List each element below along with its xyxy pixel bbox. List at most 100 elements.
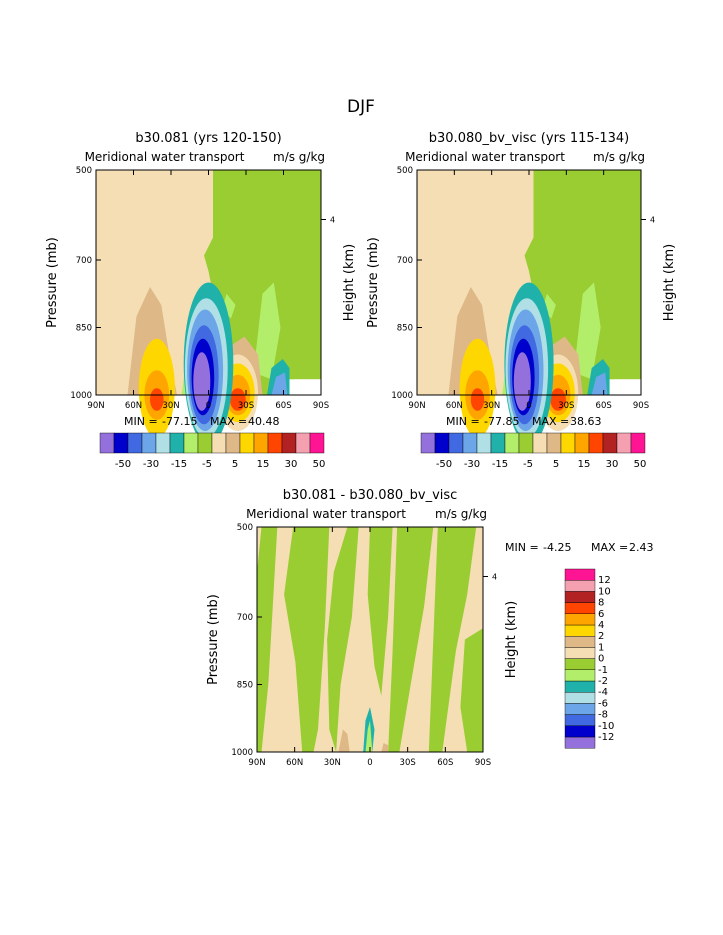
- colorbar-swatch: [211, 432, 227, 454]
- colorbar-swatch: [602, 432, 618, 454]
- x-tick-label: 0: [526, 401, 531, 411]
- panel-title: b30.081 (yrs 120-150): [135, 131, 281, 146]
- colorbar-swatch: [169, 432, 185, 454]
- max-label: MAX =: [532, 415, 569, 428]
- colorbar-swatch: [564, 680, 596, 693]
- colorbar-label: 0: [598, 654, 604, 665]
- colorbar-swatch: [504, 432, 520, 454]
- colorbar-label: 6: [598, 609, 604, 620]
- colorbar-label: -4: [598, 687, 608, 698]
- colorbar-label: -30: [464, 459, 480, 470]
- min-label: MIN =: [124, 415, 158, 428]
- colorbar-label: -6: [598, 698, 608, 709]
- y-axis-label: Pressure (mb): [45, 237, 60, 328]
- panel-2: b30.080_bv_visc (yrs 115-134) Meridional …: [366, 131, 677, 445]
- colorbar-label: 50: [634, 459, 647, 470]
- colorbar-swatch: [564, 658, 596, 670]
- colorbar-swatch: [253, 432, 269, 454]
- contour-band-green-30n: [327, 527, 359, 752]
- colorbar-label: 15: [578, 459, 591, 470]
- colorbar-swatch: [564, 591, 596, 603]
- colorbar-label: 4: [598, 620, 604, 631]
- panel-title: b30.081 - b30.080_bv_visc: [283, 488, 458, 503]
- colorbar-label: 50: [313, 459, 326, 470]
- colorbar-label: -15: [492, 459, 508, 470]
- page-title: DJF: [347, 97, 375, 117]
- x-tick-label: 60N: [446, 401, 463, 411]
- y-tick-label: 850: [237, 681, 253, 691]
- contour-band-green-15s: [388, 527, 434, 752]
- contour-field: [96, 170, 321, 445]
- colorbar-horizontal: -50 -30 -15 -5 5 15 30 50: [99, 432, 326, 470]
- colorbar-label: -8: [598, 710, 608, 721]
- contour-field: [257, 527, 483, 752]
- x-tick-label: 30S: [558, 401, 574, 411]
- y-tick-label: 1000: [391, 391, 413, 401]
- colorbar-swatch: [564, 624, 596, 637]
- contour-cell-purple-core: [193, 352, 211, 411]
- y-tick-label: 700: [76, 256, 92, 266]
- max-label: MAX =: [210, 415, 247, 428]
- x-tick-label: 0: [206, 401, 211, 411]
- colorbar-label: 5: [232, 459, 238, 470]
- colorbar-label: -15: [171, 459, 187, 470]
- panel-title: b30.080_bv_visc (yrs 115-134): [429, 131, 629, 146]
- colorbar-label: 12: [598, 575, 611, 586]
- contour-cell-tan-10s: [381, 743, 389, 752]
- panel-1: b30.081 (yrs 120-150) Meridional water tr…: [45, 131, 357, 445]
- colorbar-swatch: [127, 432, 143, 454]
- contour-field: [417, 170, 641, 445]
- colorbar-swatch: [564, 580, 596, 592]
- colorbar-swatch: [490, 432, 506, 454]
- x-tick-label: 90S: [475, 758, 491, 768]
- colorbar-swatch: [564, 669, 596, 682]
- contour-region-light-green-east: [573, 282, 601, 380]
- right-tick-label: 4: [330, 216, 335, 225]
- colorbar-swatch: [564, 692, 596, 704]
- colorbar-swatch: [616, 432, 632, 454]
- colorbar-swatch: [476, 432, 492, 454]
- right-tick-label: 4: [650, 216, 655, 225]
- colorbar-label: -30: [143, 459, 159, 470]
- colorbar-label: -5: [202, 459, 212, 470]
- contour-cell-purple-core: [513, 352, 531, 411]
- x-tick-label: 90N: [408, 401, 425, 411]
- max-value: 40.48: [248, 415, 280, 428]
- colorbar-swatch: [546, 432, 562, 454]
- colorbar-swatch: [420, 432, 436, 454]
- y-tick-label: 1000: [231, 748, 253, 758]
- missing-data-region: [609, 379, 641, 396]
- y-tick-label: 700: [237, 613, 253, 623]
- colorbar-swatch: [564, 725, 596, 738]
- colorbar-label: -50: [115, 459, 131, 470]
- colorbar-swatch: [588, 432, 604, 454]
- x-tick-label: 90S: [313, 401, 329, 411]
- y-tick-label: 850: [76, 324, 92, 334]
- x-tick-label: 90S: [633, 401, 649, 411]
- y-tick-label: 850: [397, 324, 413, 334]
- x-tick-label: 60S: [275, 401, 291, 411]
- colorbar-swatch: [183, 432, 199, 454]
- colorbar-swatch: [448, 432, 464, 454]
- contour-cell-lightblue-south: [591, 372, 608, 395]
- colorbar-swatch: [518, 432, 534, 454]
- missing-data-region: [289, 379, 321, 396]
- contour-cell-red-south: [550, 388, 566, 411]
- colorbar-label: -1: [598, 665, 608, 676]
- colorbar-swatch: [309, 432, 325, 454]
- colorbar-swatch: [225, 432, 241, 454]
- right-tick-label: 4: [492, 573, 497, 582]
- colorbar-swatch: [155, 432, 171, 454]
- panel-subtitle: Meridional water transport: [405, 150, 565, 164]
- colorbar-label: 5: [553, 459, 559, 470]
- x-tick-label: 60S: [437, 758, 453, 768]
- contour-band-green-west: [257, 527, 278, 752]
- y-tick-label: 1000: [70, 391, 92, 401]
- y-tick-label: 700: [397, 256, 413, 266]
- y-axis-label: Pressure (mb): [366, 237, 381, 328]
- max-label: MAX =: [591, 541, 628, 554]
- colorbar-swatch: [564, 636, 596, 648]
- colorbar-label: -2: [598, 676, 608, 687]
- colorbar-label: 15: [257, 459, 270, 470]
- colorbar-label: 1: [598, 642, 604, 653]
